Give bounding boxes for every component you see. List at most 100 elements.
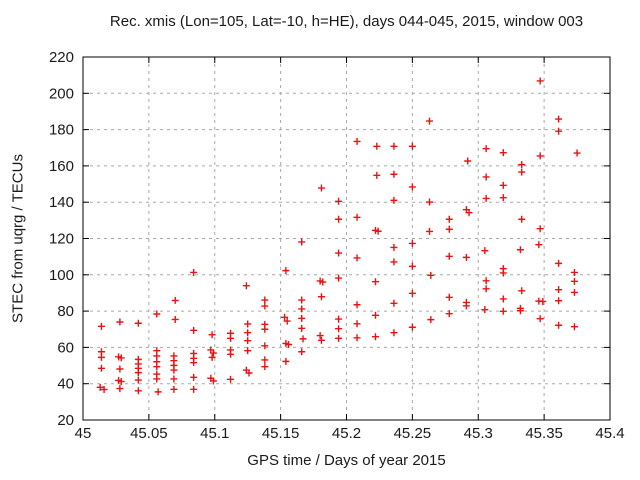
data-point [390, 142, 398, 150]
data-point [298, 324, 306, 332]
data-point [570, 277, 578, 285]
data-point [482, 285, 490, 293]
y-tick-label: 120 [49, 231, 74, 248]
data-point [190, 385, 198, 393]
data-point [555, 115, 563, 123]
data-point [96, 383, 104, 391]
data-point [555, 127, 563, 135]
data-point [134, 319, 142, 327]
data-point [390, 299, 398, 307]
data-point [373, 171, 381, 179]
data-point [100, 386, 108, 394]
data-point [539, 297, 547, 305]
data-point [261, 296, 269, 304]
data-point [499, 149, 507, 157]
data-point [209, 349, 217, 357]
data-point [298, 348, 306, 356]
x-tick-label: 45.15 [262, 425, 300, 442]
y-tick-label: 80 [57, 303, 74, 320]
y-tick-label: 60 [57, 339, 74, 356]
x-tick-label: 45.4 [595, 425, 624, 442]
data-point [371, 278, 379, 286]
data-point [227, 350, 235, 358]
data-point [117, 354, 125, 362]
data-point [536, 77, 544, 85]
data-point [516, 307, 524, 315]
data-point [134, 369, 142, 377]
data-point [390, 243, 398, 251]
data-point [353, 137, 361, 145]
data-point [209, 377, 217, 385]
data-point [116, 318, 124, 326]
data-point [427, 271, 435, 279]
data-point [117, 378, 125, 386]
data-point [499, 307, 507, 315]
data-point [335, 274, 343, 282]
data-point [390, 329, 398, 337]
data-point [261, 302, 269, 310]
y-tick-label: 100 [49, 267, 74, 284]
data-point [536, 315, 544, 323]
data-point [353, 334, 361, 342]
x-tick-label: 45.3 [464, 425, 493, 442]
data-point [499, 194, 507, 202]
data-point [570, 268, 578, 276]
data-point [319, 278, 327, 286]
data-point [482, 145, 490, 153]
data-point [516, 246, 524, 254]
data-point [482, 194, 490, 202]
x-tick-label: 45.35 [525, 425, 563, 442]
x-axis-label: GPS time / Days of year 2015 [247, 452, 446, 469]
x-tick-label: 45.05 [130, 425, 168, 442]
data-point [573, 149, 581, 157]
data-point [371, 333, 379, 341]
data-point [153, 310, 161, 318]
data-point [518, 215, 526, 223]
data-point [445, 293, 453, 301]
data-point [535, 241, 543, 249]
data-point [317, 293, 325, 301]
data-point [408, 289, 416, 297]
data-point [445, 310, 453, 318]
data-point [390, 258, 398, 266]
data-point [353, 213, 361, 221]
data-point [499, 269, 507, 277]
data-point [298, 305, 306, 313]
data-point [464, 157, 472, 165]
data-point [281, 313, 289, 321]
data-point [570, 323, 578, 331]
data-point [97, 353, 105, 361]
y-tick-label: 160 [49, 158, 74, 175]
y-tick-label: 140 [49, 194, 74, 211]
x-tick-label: 45 [75, 425, 92, 442]
data-point [245, 369, 253, 377]
data-point [555, 259, 563, 267]
data-point [335, 249, 343, 257]
data-point [242, 282, 250, 290]
data-point [374, 227, 382, 235]
chart-title: Rec. xmis (Lon=105, Lat=-10, h=HE), days… [109, 13, 584, 30]
data-point [408, 262, 416, 270]
data-point [154, 388, 162, 396]
data-point [555, 286, 563, 294]
data-point [555, 297, 563, 305]
data-point [353, 320, 361, 328]
data-point [499, 181, 507, 189]
data-point [353, 254, 361, 262]
data-point [371, 311, 379, 319]
data-point [353, 301, 361, 309]
x-tick-label: 45.25 [394, 425, 432, 442]
data-point [335, 215, 343, 223]
data-point [518, 168, 526, 176]
data-point [153, 375, 161, 383]
data-point [408, 183, 416, 191]
data-point [427, 316, 435, 324]
data-point [283, 317, 291, 325]
data-point [335, 325, 343, 333]
data-point [190, 268, 198, 276]
data-point [335, 197, 343, 205]
y-tick-label: 40 [57, 376, 74, 393]
data-point [317, 336, 325, 344]
data-point [116, 385, 124, 393]
